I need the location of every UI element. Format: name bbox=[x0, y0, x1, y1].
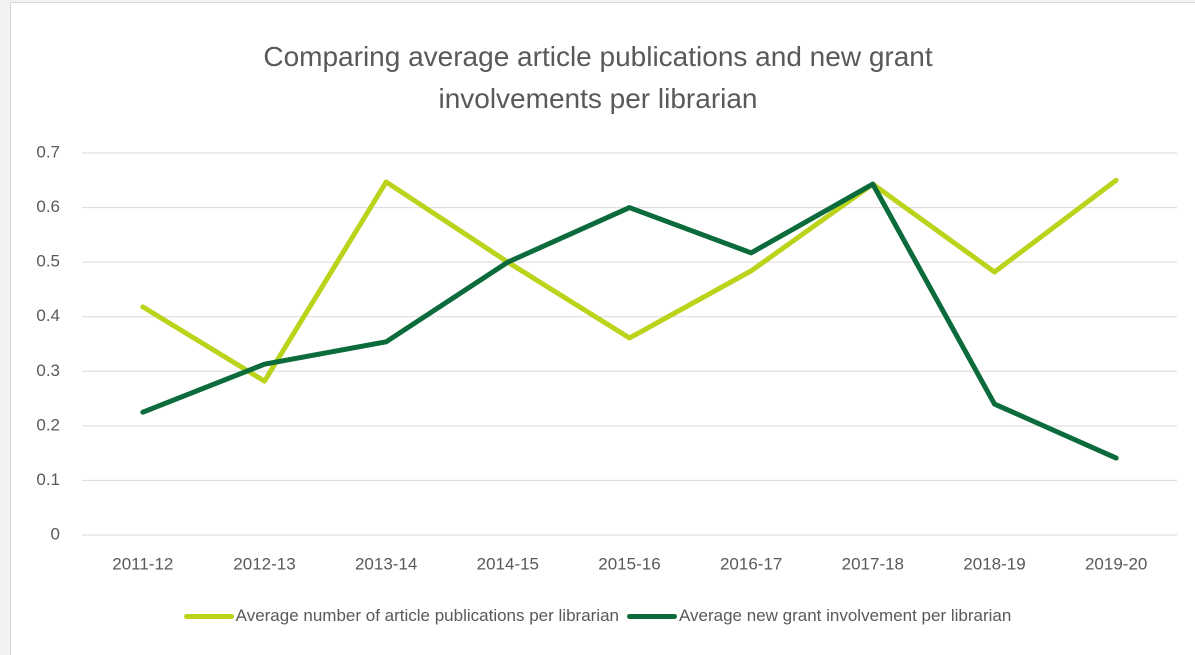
y-tick-label: 0.2 bbox=[36, 415, 60, 434]
y-tick-label: 0.1 bbox=[36, 470, 60, 489]
legend-item: Average new grant involvement per librar… bbox=[627, 606, 1011, 626]
legend-swatch bbox=[627, 613, 677, 619]
legend: Average number of article publications p… bbox=[0, 606, 1195, 626]
series-line bbox=[140, 177, 1119, 384]
x-tick-label: 2012-13 bbox=[233, 554, 295, 573]
y-tick-label: 0.4 bbox=[36, 306, 60, 325]
y-tick-label: 0.6 bbox=[36, 197, 60, 216]
x-tick-label: 2016-17 bbox=[720, 554, 782, 573]
x-tick-label: 2018-19 bbox=[963, 554, 1025, 573]
x-tick-label: 2013-14 bbox=[355, 554, 417, 573]
y-tick-label: 0.5 bbox=[36, 252, 60, 271]
x-tick-label: 2019-20 bbox=[1085, 554, 1147, 573]
legend-label: Average new grant involvement per librar… bbox=[679, 606, 1012, 625]
x-tick-label: 2015-16 bbox=[598, 554, 660, 573]
x-tick-label: 2017-18 bbox=[842, 554, 904, 573]
legend-label: Average number of article publications p… bbox=[235, 606, 619, 625]
chart-frame bbox=[10, 2, 1195, 655]
y-tick-label: 0.7 bbox=[36, 142, 60, 161]
y-tick-label: 0.3 bbox=[36, 361, 60, 380]
x-tick-label: 2011-12 bbox=[112, 554, 173, 573]
legend-swatch bbox=[183, 613, 234, 619]
x-tick-label: 2014-15 bbox=[477, 554, 539, 573]
y-tick-label: 0 bbox=[51, 524, 60, 543]
legend-item: Average number of article publications p… bbox=[183, 606, 619, 626]
series-line bbox=[140, 181, 1119, 461]
chart-title: Comparing average article publications a… bbox=[263, 41, 933, 114]
